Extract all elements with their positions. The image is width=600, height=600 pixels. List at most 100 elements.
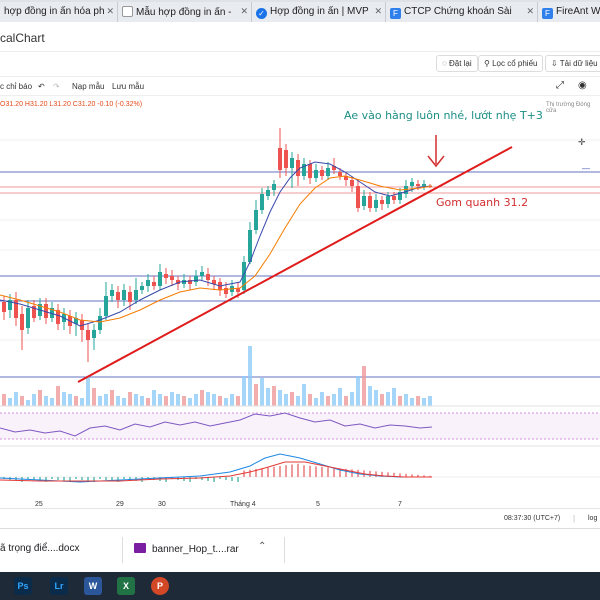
candle-body (140, 286, 144, 290)
x-axis-label: 5 (316, 501, 320, 508)
volume-bar (416, 396, 420, 406)
macd-bar (63, 477, 65, 481)
macd-bar (339, 468, 341, 477)
macd-bar (81, 477, 83, 480)
powerpoint-icon[interactable]: P (151, 577, 169, 595)
candle-body (158, 272, 162, 286)
volume-bar (74, 396, 78, 406)
macd-bar (117, 477, 119, 482)
close-icon[interactable]: ✕ (526, 6, 534, 16)
candle-body (296, 160, 300, 176)
volume-bar (338, 388, 342, 406)
volume-bar (116, 396, 120, 406)
separator (284, 537, 285, 563)
browser-tab[interactable]: ✓ Hợp đồng in ấn | MVP ✕ (252, 2, 386, 22)
candle-body (32, 306, 36, 318)
fireant-icon: F (542, 8, 553, 19)
candle-body (356, 186, 360, 208)
volume-bar (380, 394, 384, 406)
macd-bar (291, 464, 293, 477)
page-title: calChart (0, 31, 45, 45)
volume-bar (32, 394, 36, 406)
volume-bar (392, 388, 396, 406)
load-template-button[interactable]: Nạp mẫu (72, 82, 105, 91)
candle-body (164, 274, 168, 278)
macd-bar (57, 477, 59, 480)
candle-body (26, 308, 30, 328)
candle-body (278, 148, 282, 170)
volume-bar (146, 398, 150, 406)
candle-body (368, 196, 372, 208)
fullscreen-icon[interactable]: ⤢ (556, 80, 564, 91)
candle-body (104, 296, 108, 316)
word-icon[interactable]: W (84, 577, 102, 595)
macd-bar (27, 477, 29, 479)
trend-line (77, 146, 513, 383)
undo-icon[interactable]: ↶ (38, 82, 45, 91)
volume-bar (386, 392, 390, 406)
volume-bar (428, 396, 432, 406)
candle-body (122, 290, 126, 300)
price-chart[interactable]: Ae vào hàng luôn nhé, lướt nhẹ T+3 Gom q… (0, 96, 600, 508)
os-taskbar: Ps Lr W X P (0, 572, 600, 600)
close-icon[interactable]: ✕ (106, 6, 114, 16)
volume-bar (260, 378, 264, 406)
lightroom-icon[interactable]: Lr (50, 577, 68, 595)
volume-bar (410, 398, 414, 406)
download-item[interactable]: ã trọng điể....docx (0, 543, 80, 554)
log-toggle[interactable]: log (588, 515, 598, 522)
load-data-button[interactable]: ⇩ Tải dữ liệu (545, 55, 600, 72)
volume-bar (2, 394, 6, 406)
page-title-bar: calChart (0, 22, 600, 52)
volume-bar (110, 390, 114, 406)
redo-icon[interactable]: ↷ (53, 82, 60, 91)
macd-bar (303, 465, 305, 477)
macd-bar (417, 474, 419, 477)
candle-body (422, 184, 426, 186)
volume-bar (344, 396, 348, 406)
candle-body (362, 196, 366, 206)
volume-bar (62, 392, 66, 406)
chevron-up-icon[interactable]: ⌃ (258, 541, 267, 552)
volume-bar (224, 398, 228, 406)
close-icon[interactable]: ✕ (374, 6, 382, 16)
macd-bar (375, 471, 377, 477)
volume-bars (2, 346, 432, 406)
x-axis-label: 7 (398, 501, 402, 508)
volume-bar (356, 376, 360, 406)
macd-bar (147, 477, 149, 479)
indicators-button[interactable]: c chỉ báo (0, 82, 33, 91)
download-item[interactable]: banner_Hop_t....rar (134, 543, 239, 555)
macd-bar (183, 477, 185, 481)
excel-icon[interactable]: X (117, 577, 135, 595)
macd-bar (327, 467, 329, 477)
time-bar: 08:37:30 (UTC+7) log | (0, 508, 600, 528)
save-template-button[interactable]: Lưu mẫu (112, 82, 145, 91)
camera-icon[interactable]: ◉ (578, 80, 587, 91)
price-marker: — (582, 164, 590, 173)
volume-bar (8, 398, 12, 406)
reset-button[interactable]: ◌ Đặt lại (436, 55, 478, 72)
macd-bar (429, 475, 431, 477)
volume-bar (290, 392, 294, 406)
macd-bar (345, 468, 347, 477)
macd-bar (105, 477, 107, 480)
x-axis-label: Tháng 4 (230, 501, 256, 508)
candle-body (404, 186, 408, 194)
candle-body (350, 180, 354, 186)
photoshop-icon[interactable]: Ps (14, 577, 32, 595)
candle-body (398, 192, 402, 200)
candle-body (248, 230, 252, 262)
browser-tab[interactable]: Mẫu hợp đồng in ấn - ✕ (118, 2, 252, 22)
tab-title: CTCP Chứng khoán Sài (404, 6, 512, 17)
browser-tab[interactable]: F CTCP Chứng khoán Sài ✕ (386, 2, 538, 22)
volume-bar (152, 390, 156, 406)
download-icon: ⇩ (551, 59, 560, 68)
browser-tab[interactable]: hợp đồng in ấn hóa ph ✕ (0, 2, 118, 22)
close-icon[interactable]: ✕ (240, 6, 248, 16)
candle-body (380, 200, 384, 204)
candle-body (308, 164, 312, 178)
stock-filter-button[interactable]: ⚲ Lọc cổ phiếu (478, 55, 544, 72)
archive-icon (134, 543, 146, 553)
